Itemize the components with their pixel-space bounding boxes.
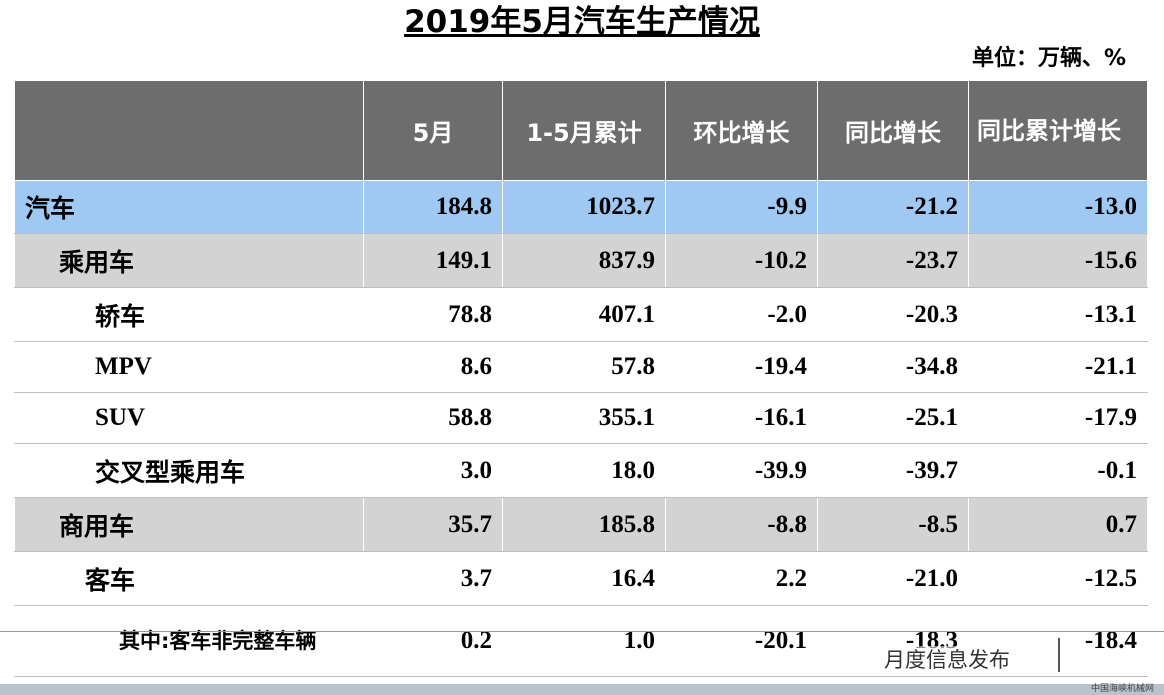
page-title: 2019年5月汽车生产情况	[404, 4, 760, 40]
cell-cumulative: 1.0	[502, 605, 666, 677]
row-label: SUV	[14, 392, 364, 444]
cell-mom: -2.0	[665, 287, 818, 342]
cell-yoy: -39.7	[817, 443, 969, 498]
cell-cumulative: 16.4	[502, 551, 666, 606]
row-label: 交叉型乘用车	[14, 443, 364, 498]
cell-mom: -9.9	[665, 180, 818, 234]
cell-month: 3.0	[363, 443, 503, 498]
cell-cumulative: 837.9	[502, 233, 666, 288]
cell-yoy-cumulative: -0.1	[968, 443, 1148, 498]
header-yoy-cumulative-growth: 同比累计增长	[968, 80, 1148, 181]
cell-cumulative: 407.1	[502, 287, 666, 342]
cell-yoy-cumulative: -21.1	[968, 341, 1148, 393]
table-row: 乘用车 149.1 837.9 -10.2 -23.7 -15.6	[14, 233, 1148, 288]
cell-cumulative: 18.0	[502, 443, 666, 498]
footer-bar	[0, 684, 1164, 695]
row-label: 客车	[14, 551, 364, 606]
table-row: 汽车 184.8 1023.7 -9.9 -21.2 -13.0	[14, 180, 1148, 234]
cell-mom: -19.4	[665, 341, 818, 393]
cell-month: 8.6	[363, 341, 503, 393]
table-row: 客车 3.7 16.4 2.2 -21.0 -12.5	[14, 551, 1148, 606]
cell-yoy-cumulative: 0.7	[968, 497, 1148, 552]
cell-mom: 2.2	[665, 551, 818, 606]
cell-month: 35.7	[363, 497, 503, 552]
row-label: 轿车	[14, 287, 364, 342]
table-header-row: 5月 1-5月累计 环比增长 同比增长 同比累计增长	[14, 80, 1148, 181]
cell-yoy-cumulative: -17.9	[968, 392, 1148, 444]
table-row: MPV 8.6 57.8 -19.4 -34.8 -21.1	[14, 341, 1148, 393]
row-label: MPV	[14, 341, 364, 393]
cell-month: 58.8	[363, 392, 503, 444]
header-cumulative: 1-5月累计	[502, 80, 666, 181]
cell-yoy: -21.0	[817, 551, 969, 606]
cell-yoy: -23.7	[817, 233, 969, 288]
header-mom-growth: 环比增长	[665, 80, 818, 181]
cell-mom: -10.2	[665, 233, 818, 288]
cell-month: 3.7	[363, 551, 503, 606]
row-label: 商用车	[14, 497, 364, 552]
header-yoy-growth: 同比增长	[817, 80, 969, 181]
cell-yoy: -25.1	[817, 392, 969, 444]
bottom-divider	[0, 631, 1164, 632]
cell-yoy: -34.8	[817, 341, 969, 393]
cell-month: 0.2	[363, 605, 503, 677]
cell-yoy: -8.5	[817, 497, 969, 552]
monthly-info-release-label: 月度信息发布	[884, 646, 1010, 674]
table-row: 轿车 78.8 407.1 -2.0 -20.3 -13.1	[14, 287, 1148, 342]
table-row: 交叉型乘用车 3.0 18.0 -39.9 -39.7 -0.1	[14, 443, 1148, 498]
cell-yoy-cumulative: -15.6	[968, 233, 1148, 288]
cell-mom: -8.8	[665, 497, 818, 552]
cell-cumulative: 57.8	[502, 341, 666, 393]
cell-mom: -39.9	[665, 443, 818, 498]
table-row: 其中:客车非完整车辆 0.2 1.0 -20.1 -18.3 -18.4	[14, 605, 1148, 677]
header-month: 5月	[363, 80, 503, 181]
vertical-divider	[1058, 638, 1060, 672]
cell-month: 149.1	[363, 233, 503, 288]
row-label: 乘用车	[14, 233, 364, 288]
cell-yoy: -20.3	[817, 287, 969, 342]
row-label: 其中:客车非完整车辆	[14, 605, 364, 677]
cell-cumulative: 185.8	[502, 497, 666, 552]
cell-month: 184.8	[363, 180, 503, 234]
cell-yoy-cumulative: -13.0	[968, 180, 1148, 234]
header-category	[14, 80, 364, 181]
unit-label: 单位：万辆、%	[971, 46, 1126, 71]
cell-cumulative: 1023.7	[502, 180, 666, 234]
cell-month: 78.8	[363, 287, 503, 342]
cell-cumulative: 355.1	[502, 392, 666, 444]
cell-yoy-cumulative: -12.5	[968, 551, 1148, 606]
production-table: 5月 1-5月累计 环比增长 同比增长 同比累计增长 汽车 184.8 1023…	[14, 80, 1148, 677]
cell-mom: -16.1	[665, 392, 818, 444]
cell-yoy-cumulative: -13.1	[968, 287, 1148, 342]
cell-yoy: -21.2	[817, 180, 969, 234]
row-label: 汽车	[14, 180, 364, 234]
cell-mom: -20.1	[665, 605, 818, 677]
table-row: SUV 58.8 355.1 -16.1 -25.1 -17.9	[14, 392, 1148, 444]
site-watermark: 中国海峡机械网	[1090, 684, 1154, 694]
table-row: 商用车 35.7 185.8 -8.8 -8.5 0.7	[14, 497, 1148, 552]
